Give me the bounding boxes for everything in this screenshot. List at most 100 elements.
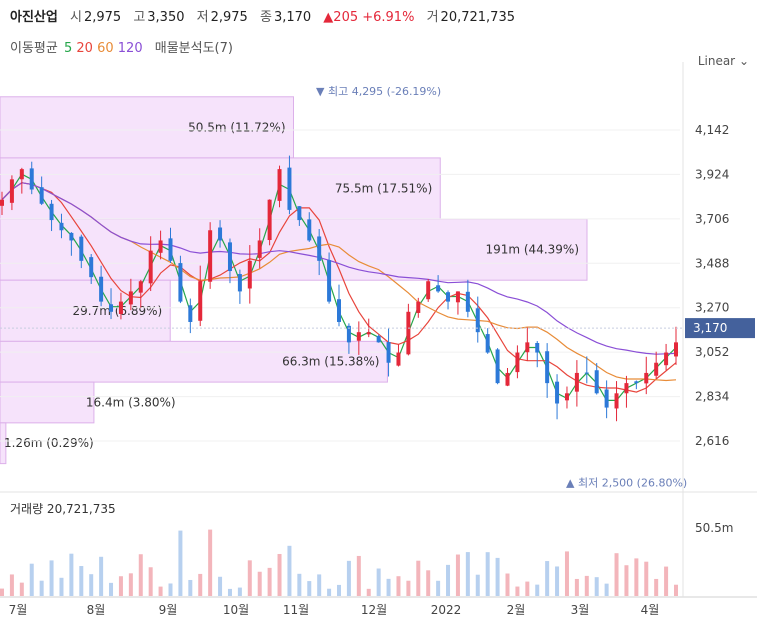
candle-body	[426, 281, 431, 300]
volume-bar	[138, 554, 143, 596]
volume-bar	[674, 584, 678, 596]
volume-profile-bar	[0, 157, 441, 220]
candle-body	[525, 342, 530, 353]
candle-body	[208, 230, 213, 282]
candle-body	[69, 232, 74, 241]
candle-body	[644, 372, 649, 384]
price-tick-label: 2,834	[695, 390, 729, 404]
close-label: 종	[259, 10, 272, 25]
moving-average-legend: 이동평균 5 20 60 120 매물분석도(7)	[10, 37, 235, 56]
time-tick-label: 7월	[9, 603, 28, 617]
price-tick-label: 3,488	[695, 256, 729, 270]
low-label: 저	[196, 10, 209, 25]
candle-body	[198, 281, 203, 321]
volume-bar	[525, 581, 530, 596]
candle-body	[218, 227, 223, 241]
open-value: 2,975	[83, 10, 122, 25]
candle-body	[545, 351, 550, 384]
candle-body	[614, 393, 619, 409]
price-summary: 아진산업 시 2,975 고 3,350 저 2,975 종 3,170 ▲205 +6…	[10, 6, 523, 25]
volume-bar	[267, 567, 272, 596]
volume-bar	[59, 577, 64, 596]
volume-bar	[664, 566, 669, 596]
volume-bar	[89, 574, 94, 596]
volume-bar	[555, 566, 560, 596]
volume-bar	[9, 574, 14, 596]
low-value: 2,975	[210, 10, 248, 25]
candle-body	[436, 285, 441, 292]
change-value: ▲205 +6.91%	[323, 10, 415, 25]
volume-profile-layer: 50.5m (11.72%) 75.5m (17.51%) 191m (44.39%…	[0, 96, 588, 465]
volume-bar	[545, 561, 550, 596]
current-price-tag	[685, 318, 755, 339]
volume-bar	[237, 587, 242, 596]
volume-bar	[366, 588, 371, 596]
ma-title: 이동평균	[10, 41, 58, 56]
candle-body	[247, 260, 252, 289]
candle-body	[297, 206, 302, 221]
candle-body	[505, 372, 510, 386]
scale-toggle-button[interactable]: Linear ⌄	[698, 54, 749, 68]
ma60-legend: 60	[97, 41, 114, 56]
volume-profile-bar	[0, 218, 588, 281]
chevron-down-icon: ⌄	[738, 54, 749, 68]
ma5-legend: 5	[63, 41, 73, 56]
candle-body	[267, 199, 272, 241]
time-tick-label: 2월	[507, 603, 526, 617]
candle-body	[307, 219, 312, 241]
candle-body	[327, 260, 332, 302]
price-tick-label: 3,706	[695, 212, 729, 226]
candle-body	[168, 238, 173, 261]
volume-bar	[178, 530, 183, 596]
candle-body	[59, 222, 64, 231]
candle-body	[237, 274, 242, 292]
volume-bar	[416, 560, 421, 596]
candle-body	[555, 381, 560, 404]
chart-header: 아진산업 시 2,975 고 3,350 저 2,975 종 3,170 ▲205 +6…	[0, 0, 757, 62]
candle-body	[79, 236, 84, 261]
volume-bar	[118, 576, 123, 596]
volume-bar	[188, 579, 193, 596]
volume-bar	[19, 582, 24, 596]
candle-body	[317, 236, 322, 261]
candle-body	[376, 335, 381, 343]
volume-bar	[257, 571, 262, 596]
volume-bar	[0, 588, 4, 596]
candle-body	[446, 292, 451, 302]
candle-body	[634, 381, 639, 384]
volume-bar	[584, 575, 589, 596]
time-tick-label: 9월	[159, 603, 178, 617]
volume-bar	[208, 529, 213, 596]
volume-bar	[29, 563, 34, 596]
stock-name: 아진산업	[10, 10, 58, 25]
time-tick-label: 4월	[641, 603, 660, 617]
candle-body	[346, 325, 351, 343]
volume-bar	[654, 578, 659, 596]
current-price-label: 3,170	[693, 321, 727, 335]
candle-body	[138, 281, 143, 293]
candle-body	[485, 334, 490, 353]
candle-body	[277, 169, 282, 201]
candle-body	[455, 291, 460, 303]
candle-body	[118, 301, 123, 314]
volume-bar	[386, 578, 391, 596]
volume-bar	[158, 586, 163, 596]
volume-bar	[564, 551, 569, 596]
volume-label: 거	[426, 10, 439, 25]
volume-bar	[505, 573, 510, 596]
candle-body	[109, 304, 114, 312]
candle-body	[584, 372, 589, 374]
candle-body	[0, 199, 4, 206]
volume-bar	[39, 580, 44, 596]
volume-profile-bar	[0, 96, 294, 159]
candle-body	[148, 250, 153, 284]
volume-bar	[614, 553, 619, 596]
volume-profile-label: 191m (44.39%)	[485, 243, 579, 257]
volume-bar	[356, 555, 361, 596]
volume-bar	[128, 573, 133, 596]
volume-bar	[455, 554, 460, 596]
close-value: 3,170	[273, 10, 312, 25]
high-value: 3,350	[147, 10, 185, 25]
open-label: 시	[69, 10, 82, 25]
